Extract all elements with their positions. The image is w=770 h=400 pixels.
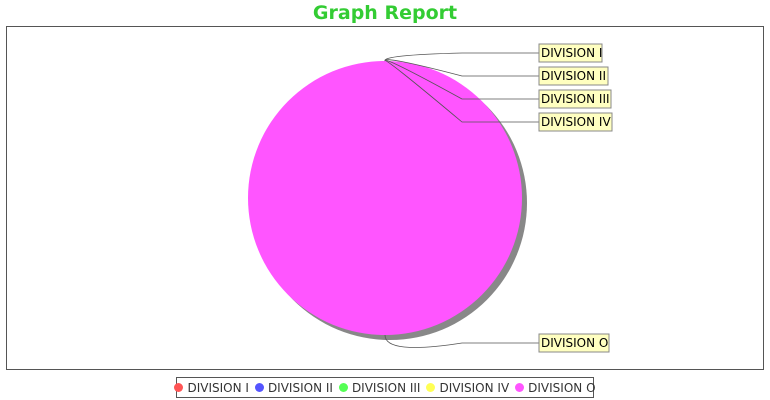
- slice-label: DIVISION I: [541, 46, 602, 60]
- label-leader-line: [384, 52, 539, 62]
- legend-label: DIVISION II: [267, 380, 333, 395]
- pie-slice-5: [248, 61, 522, 335]
- slice-label: DIVISION III: [541, 92, 610, 106]
- legend-swatch-icon: [174, 383, 184, 392]
- legend-swatch-icon: [254, 383, 264, 392]
- slice-label-box: [538, 66, 609, 86]
- legend-swatch-icon: [426, 383, 436, 392]
- legend-item-division-ii: DIVISION II: [254, 380, 333, 395]
- slice-label-box: [538, 89, 612, 109]
- label-leader-line: [384, 60, 539, 123]
- slice-label: DIVISION O: [541, 336, 608, 350]
- legend-item-division-o: DIVISION O: [515, 380, 596, 395]
- legend-item-division-i: DIVISION I: [174, 380, 249, 395]
- legend-label: DIVISION IV: [439, 380, 510, 395]
- slice-label: DIVISION IV: [541, 115, 611, 129]
- slice-label: DIVISION II: [541, 69, 606, 83]
- slice-label-box: [538, 112, 613, 132]
- legend: DIVISION I DIVISION II DIVISION III DIVI…: [174, 377, 596, 398]
- legend-swatch-icon: [338, 383, 348, 392]
- legend-item-division-iii: DIVISION III: [338, 380, 421, 395]
- legend-label: DIVISION III: [351, 380, 421, 395]
- slice-label-box: [538, 43, 603, 63]
- label-leader-line: [384, 334, 539, 348]
- legend-item-division-iv: DIVISION IV: [426, 381, 509, 395]
- legend-label: DIVISION O: [528, 380, 596, 395]
- legend-label: DIVISION I: [187, 380, 249, 395]
- slice-label-box: [538, 333, 610, 353]
- legend-swatch-icon: [515, 383, 525, 392]
- chart-title: Graph Report: [312, 2, 458, 24]
